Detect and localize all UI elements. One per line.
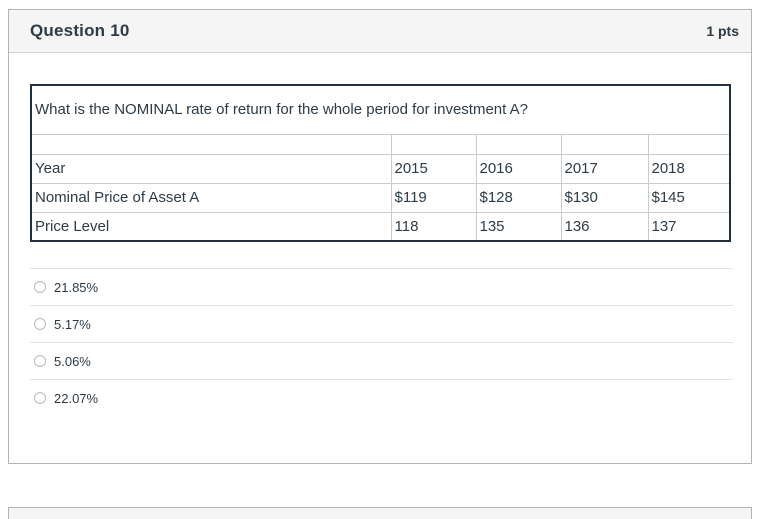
option-label[interactable]: 5.06% [54, 353, 91, 369]
answer-option[interactable]: 22.07% [30, 379, 733, 416]
empty-cell [647, 133, 731, 155]
empty-cell [30, 133, 392, 155]
question-body: What is the NOMINAL rate of return for t… [9, 53, 751, 416]
row-label: Year [30, 153, 392, 184]
table-cell: 2018 [647, 153, 731, 184]
question-table: What is the NOMINAL rate of return for t… [30, 84, 731, 242]
table-cell: $119 [390, 182, 477, 213]
answer-option[interactable]: 5.06% [30, 342, 733, 379]
table-cell: 2017 [560, 153, 649, 184]
table-row-nominal-price: Nominal Price of Asset A $119 $128 $130 … [30, 182, 731, 213]
table-cell: 136 [560, 211, 649, 242]
question-title: Question 10 [30, 21, 130, 40]
answer-options: 21.85% 5.17% 5.06% 22.07% [30, 268, 733, 416]
answer-option[interactable]: 21.85% [30, 268, 733, 305]
option-label[interactable]: 22.07% [54, 390, 99, 406]
option-label[interactable]: 21.85% [54, 279, 99, 295]
row-label: Price Level [30, 211, 392, 242]
radio-button-icon[interactable] [34, 281, 46, 293]
next-question-card [8, 507, 752, 519]
table-cell: 118 [390, 211, 477, 242]
question-prompt-row: What is the NOMINAL rate of return for t… [30, 84, 731, 135]
radio-button-icon[interactable] [34, 355, 46, 367]
table-row-price-level: Price Level 118 135 136 137 [30, 211, 731, 242]
table-cell: $128 [475, 182, 562, 213]
empty-cell [390, 133, 477, 155]
table-cell: 2016 [475, 153, 562, 184]
option-label[interactable]: 5.17% [54, 316, 91, 332]
question-header: Question 10 1 pts [9, 10, 751, 53]
empty-cell [475, 133, 562, 155]
row-label: Nominal Price of Asset A [30, 182, 392, 213]
answer-option[interactable]: 5.17% [30, 305, 733, 342]
table-cell: 2015 [390, 153, 477, 184]
question-prompt: What is the NOMINAL rate of return for t… [30, 84, 731, 135]
question-points: 1 pts [706, 23, 739, 39]
radio-button-icon[interactable] [34, 318, 46, 330]
question-card: Question 10 1 pts What is the NOMINAL ra… [8, 9, 752, 464]
table-empty-row [30, 133, 731, 155]
table-cell: $145 [647, 182, 731, 213]
table-cell: 137 [647, 211, 731, 242]
empty-cell [560, 133, 649, 155]
table-cell: $130 [560, 182, 649, 213]
table-row-year: Year 2015 2016 2017 2018 [30, 153, 731, 184]
radio-button-icon[interactable] [34, 392, 46, 404]
table-cell: 135 [475, 211, 562, 242]
